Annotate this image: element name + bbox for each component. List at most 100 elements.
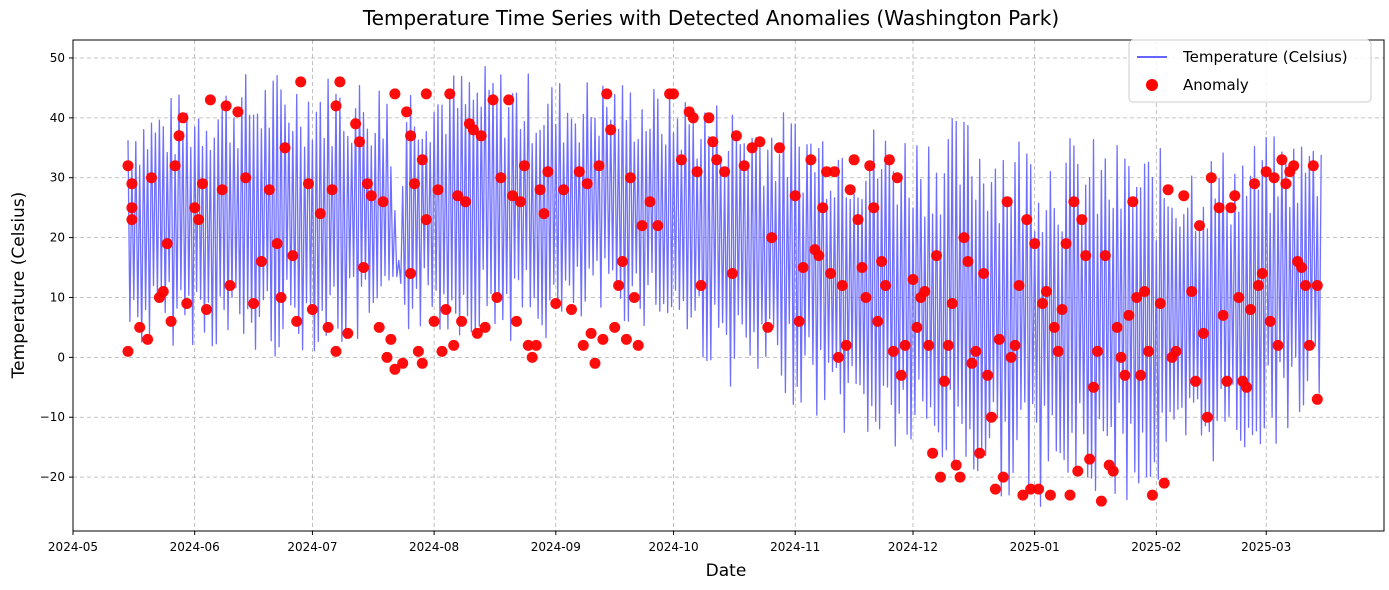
anomaly-point bbox=[864, 160, 876, 172]
anomaly-point bbox=[526, 351, 538, 363]
anomaly-point bbox=[354, 136, 365, 148]
anomaly-point bbox=[931, 250, 942, 262]
anomaly-point bbox=[263, 184, 275, 196]
anomaly-point bbox=[487, 94, 499, 106]
anomaly-point bbox=[397, 357, 409, 369]
anomaly-point bbox=[577, 339, 589, 351]
anomaly-point bbox=[711, 154, 723, 166]
anomaly-point bbox=[1268, 172, 1280, 184]
anomaly-point bbox=[632, 339, 644, 351]
anomaly-point bbox=[703, 112, 715, 124]
anomaly-point bbox=[448, 339, 460, 351]
anomaly-point bbox=[840, 339, 852, 351]
anomaly-point bbox=[1311, 280, 1323, 291]
anomaly-point bbox=[986, 411, 997, 423]
anomaly-point bbox=[860, 292, 872, 303]
anomaly-point bbox=[652, 220, 664, 232]
anomaly-point bbox=[624, 172, 636, 184]
y-axis: −20 −10 0 10 20 30 40 50 bbox=[40, 51, 73, 484]
anomaly-point bbox=[122, 345, 134, 357]
anomaly-point bbox=[726, 268, 738, 279]
anomaly-point bbox=[326, 184, 338, 196]
anomaly-point bbox=[142, 333, 154, 345]
x-tick-label: 2024-05 bbox=[48, 540, 98, 554]
temperature-series bbox=[127, 65, 1322, 507]
anomaly-point bbox=[126, 214, 138, 226]
anomaly-point bbox=[911, 321, 923, 333]
y-tick-label: 30 bbox=[50, 171, 65, 185]
anomaly-point bbox=[707, 136, 719, 148]
anomaly-point bbox=[719, 166, 731, 178]
anomaly-point bbox=[416, 357, 428, 369]
anomaly-point bbox=[385, 333, 397, 345]
anomaly-point bbox=[452, 190, 464, 202]
anomaly-point bbox=[428, 315, 440, 327]
x-axis: 2024-05 2024-06 2024-07 2024-08 2024-09 2024-… bbox=[48, 531, 1291, 554]
anomaly-point bbox=[342, 327, 354, 339]
anomaly-point bbox=[389, 363, 401, 375]
anomaly-point bbox=[240, 172, 252, 184]
legend-box bbox=[1128, 39, 1372, 103]
anomaly-point bbox=[511, 315, 522, 327]
y-tick-label: −10 bbox=[40, 410, 65, 424]
anomaly-point bbox=[1099, 250, 1111, 262]
anomaly-point bbox=[306, 304, 318, 315]
plot-area bbox=[72, 39, 1385, 532]
y-tick-label: 50 bbox=[50, 51, 65, 65]
anomaly-point bbox=[1107, 465, 1119, 477]
anomaly-point bbox=[275, 292, 287, 303]
anomaly-point bbox=[334, 76, 346, 88]
anomaly-point bbox=[856, 262, 868, 273]
anomaly-point bbox=[169, 160, 181, 172]
anomaly-point bbox=[923, 339, 935, 351]
anomaly-point bbox=[1146, 489, 1158, 501]
anomaly-point bbox=[895, 369, 907, 381]
anomaly-point bbox=[373, 321, 385, 333]
anomaly-point bbox=[880, 280, 891, 291]
anomaly-point bbox=[193, 214, 205, 226]
anomaly-point bbox=[797, 262, 809, 273]
anomaly-point bbox=[1060, 238, 1072, 250]
anomaly-point bbox=[1131, 292, 1143, 303]
anomaly-point bbox=[522, 339, 534, 351]
anomaly-point bbox=[1143, 345, 1154, 357]
anomaly-point bbox=[805, 154, 817, 166]
y-tick-label: 40 bbox=[50, 111, 65, 125]
anomaly-point bbox=[883, 154, 895, 166]
anomaly-point bbox=[738, 160, 750, 172]
anomaly-point bbox=[1260, 166, 1272, 178]
anomaly-point bbox=[436, 345, 448, 357]
anomaly-point bbox=[636, 220, 648, 232]
anomaly-point bbox=[401, 106, 413, 118]
anomaly-point bbox=[609, 321, 621, 333]
anomaly-point bbox=[1245, 304, 1256, 315]
anomaly-point bbox=[1084, 453, 1096, 465]
anomaly-point bbox=[899, 339, 911, 351]
anomaly-point bbox=[1307, 160, 1319, 172]
anomaly-point bbox=[365, 190, 377, 202]
anomaly-point bbox=[1001, 196, 1013, 208]
anomaly-point bbox=[220, 100, 232, 112]
anomaly-point bbox=[891, 172, 903, 184]
anomaly-point bbox=[1123, 309, 1135, 321]
anomaly-point bbox=[1040, 286, 1052, 297]
anomaly-point bbox=[628, 292, 640, 303]
anomaly-point bbox=[1135, 369, 1147, 381]
y-axis-label: Temperature (Celsius) bbox=[9, 192, 29, 380]
anomaly-point bbox=[377, 196, 389, 208]
anomaly-point bbox=[287, 250, 299, 262]
anomaly-point bbox=[935, 471, 946, 483]
anomaly-point bbox=[1197, 327, 1209, 339]
anomaly-point bbox=[1186, 286, 1198, 297]
anomaly-point bbox=[974, 447, 986, 459]
anomaly-point bbox=[876, 256, 888, 267]
anomaly-point bbox=[687, 112, 699, 124]
anomaly-point bbox=[1017, 489, 1029, 501]
anomaly-point bbox=[605, 124, 617, 136]
anomaly-point bbox=[538, 208, 550, 220]
anomaly-point bbox=[224, 280, 236, 291]
legend-anomaly-swatch bbox=[1146, 79, 1158, 91]
anomaly-point bbox=[1225, 202, 1237, 214]
anomaly-point bbox=[232, 106, 244, 118]
